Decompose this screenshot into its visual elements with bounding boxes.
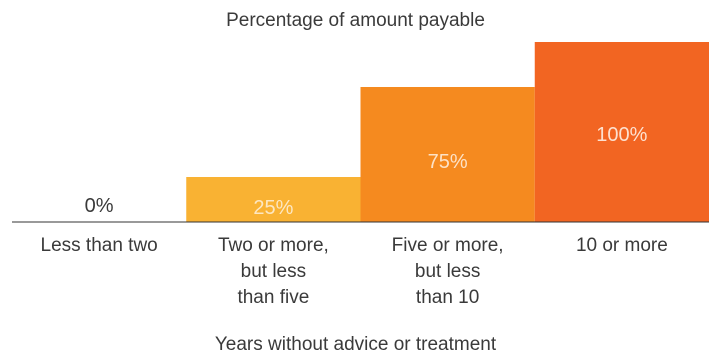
chart-title: Percentage of amount payable — [226, 10, 485, 31]
x-axis-title: Years without advice or treatment — [214, 334, 497, 355]
category-label-line: Five or more, — [391, 235, 504, 256]
data-label-4: 100% — [596, 124, 647, 146]
category-label-4: 10 or more — [537, 233, 707, 259]
category-label-line: Two or more, — [217, 235, 329, 256]
category-label-line: than 10 — [415, 287, 480, 308]
category-label-line: but less — [414, 261, 481, 282]
category-label-1: Less than two — [14, 233, 184, 259]
category-label-line: Less than two — [40, 235, 158, 256]
data-label-2: 25% — [253, 197, 293, 219]
bar-4 — [534, 42, 709, 222]
bar-2 — [186, 177, 361, 222]
category-label-line: than five — [237, 287, 310, 308]
category-label-2: Two or more, but less than five — [188, 233, 358, 311]
bar-3 — [360, 87, 535, 222]
category-label-line: 10 or more — [575, 235, 668, 256]
category-label-3: Five or more, but less than 10 — [363, 233, 533, 311]
data-label-3: 75% — [428, 151, 468, 173]
category-label-line: but less — [240, 261, 307, 282]
data-label-1: 0% — [85, 195, 114, 217]
